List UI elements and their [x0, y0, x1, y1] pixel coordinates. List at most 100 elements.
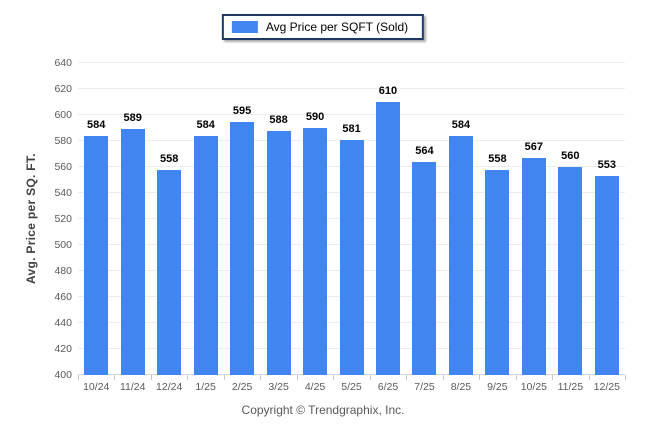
bar: 590	[303, 111, 328, 375]
x-tick-label: 2/25	[231, 381, 253, 393]
x-axis-tick-mark	[406, 375, 408, 380]
bar: 564	[412, 145, 437, 375]
x-axis-labels: 10/24 11/24 12/24 1/25 2/25 3/25 4/25 5/25 6/25 7…	[78, 381, 625, 393]
y-tick-label: 540	[54, 187, 72, 199]
x-axis-tick-mark	[588, 375, 590, 380]
bar-value-label: 558	[488, 152, 507, 165]
bar-value-label: 584	[451, 118, 471, 131]
y-tick-label: 480	[54, 265, 72, 277]
bar-value-label: 595	[232, 104, 252, 117]
bar: 584	[84, 119, 109, 375]
x-axis-tick-mark	[369, 375, 371, 380]
bar: 567	[521, 141, 546, 375]
bar: 588	[266, 114, 291, 375]
y-tick-label: 600	[54, 109, 72, 121]
bar: 584	[448, 119, 473, 375]
bar: 589	[120, 112, 145, 375]
footer-copyright: Copyright © Trendgraphix, Inc.	[241, 403, 405, 417]
x-tick-label: 11/24	[119, 381, 146, 393]
bar-column: 553	[589, 63, 625, 375]
gridline	[78, 88, 625, 89]
bar-value-label: 590	[305, 111, 325, 123]
gridline	[78, 62, 625, 63]
plot-area: 584 589 558 584 595 588 590 581 610 564 584 558 567 5…	[78, 62, 625, 375]
y-tick-label: 500	[54, 239, 72, 251]
x-tick-label: 9/25	[487, 381, 508, 393]
x-tick-label: 10/25	[520, 381, 547, 393]
bar-column: 558	[479, 63, 515, 375]
bar-value-label: 584	[87, 118, 106, 131]
bar: 581	[339, 123, 364, 375]
bar-column: 595	[224, 63, 260, 375]
bar-value-label: 581	[342, 122, 361, 135]
bar-value-label: 584	[196, 118, 215, 131]
bar: 595	[230, 105, 255, 375]
x-axis-tick-mark	[479, 375, 481, 380]
bar-column: 560	[552, 63, 588, 375]
x-axis-tick-mark	[187, 375, 189, 380]
y-tick-label: 420	[54, 343, 72, 355]
x-axis-tick-mark	[442, 375, 444, 380]
x-axis-tick-mark	[260, 375, 262, 380]
bar-column: 558	[151, 63, 187, 375]
x-tick-label: 10/24	[83, 381, 110, 393]
y-tick-label: 520	[54, 213, 72, 225]
gridline	[78, 114, 625, 115]
x-tick-label: 7/25	[414, 381, 435, 393]
bar-column: 584	[78, 63, 114, 375]
x-axis-tick-mark	[114, 375, 116, 380]
y-tick-label: 640	[54, 57, 72, 69]
bar-value-label: 589	[123, 112, 142, 125]
bar-column: 584	[187, 63, 223, 375]
bar-value-label: 560	[561, 150, 580, 162]
bar: 553	[594, 159, 619, 375]
x-tick-label: 8/25	[450, 381, 472, 393]
y-tick-label: 580	[54, 135, 72, 147]
bar: 558	[157, 153, 182, 375]
bar-column: 588	[260, 63, 296, 375]
x-axis-tick-mark	[515, 375, 517, 380]
bar: 610	[375, 85, 400, 375]
bar-column: 589	[114, 63, 150, 375]
x-tick-label: 4/25	[304, 381, 326, 393]
x-tick-label: 1/25	[195, 381, 216, 393]
y-tick-label: 560	[54, 161, 72, 173]
bar-value-label: 564	[415, 144, 434, 157]
bar-value-label: 610	[378, 85, 398, 97]
legend-box: Avg Price per SQFT (Sold)	[221, 14, 425, 40]
bar: 558	[485, 153, 510, 375]
bar: 584	[193, 119, 218, 375]
legend-swatch	[231, 21, 258, 33]
x-tick-label: 5/25	[341, 381, 362, 393]
bar-column: 584	[443, 63, 479, 375]
bar-column: 564	[406, 63, 442, 375]
x-axis-tick-mark	[625, 375, 626, 380]
y-tick-label: 460	[54, 291, 72, 303]
x-tick-label: 6/25	[377, 381, 399, 393]
bars-layer: 584 589 558 584 595 588 590 581 610 564 584 558 567 5…	[78, 63, 625, 375]
bar-value-label: 558	[159, 152, 179, 165]
bar-column: 610	[370, 63, 406, 375]
bar-column: 581	[333, 63, 369, 375]
bar-value-label: 553	[597, 159, 616, 172]
bar: 560	[558, 150, 583, 375]
x-axis-tick-mark	[552, 375, 554, 380]
x-tick-label: 12/24	[156, 381, 183, 393]
x-tick-label: 11/25	[557, 381, 584, 393]
x-axis-tick-mark	[296, 375, 298, 380]
bar-column: 590	[297, 63, 333, 375]
x-tick-label: 12/25	[593, 381, 620, 393]
y-tick-label: 620	[54, 83, 72, 95]
bar-column: 567	[516, 63, 552, 375]
x-axis-tick-mark	[333, 375, 335, 380]
x-tick-label: 3/25	[268, 381, 289, 393]
x-axis-tick-mark	[223, 375, 225, 380]
y-tick-label: 400	[54, 369, 72, 381]
x-axis-tick-mark	[150, 375, 152, 380]
x-axis-tick-mark	[78, 375, 79, 380]
bar-value-label: 588	[269, 113, 288, 126]
legend-label: Avg Price per SQFT (Sold)	[265, 20, 409, 34]
bar-value-label: 567	[524, 140, 544, 153]
y-tick-label: 440	[54, 317, 72, 329]
